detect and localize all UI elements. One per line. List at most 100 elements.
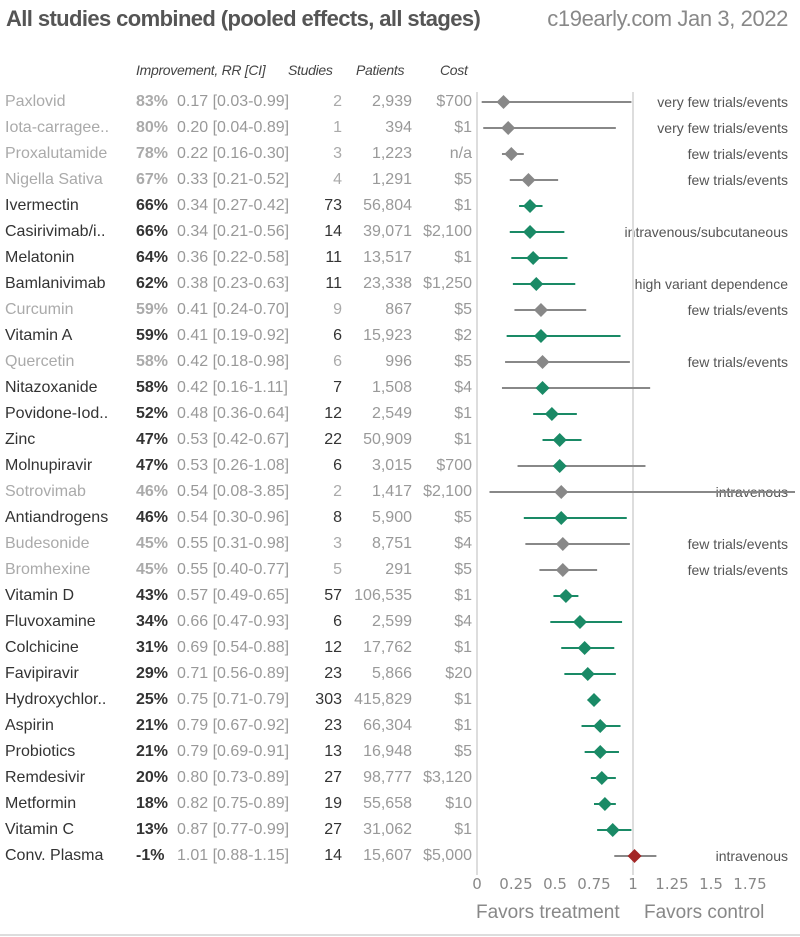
studies-count: 23 [324,665,342,682]
table-row: Vitamin D 43% 0.57 [0.49-0.65] 57 106,535 $1 [0,583,800,609]
effect-point [544,407,559,421]
cost: $1 [454,249,472,266]
row-note: very few trials/events [657,120,788,136]
effect-point [535,355,550,369]
effect-point [521,173,536,187]
cost: $20 [445,665,472,682]
treatment-name: Molnupiravir [5,457,93,474]
treatment-name: Iota-carragee.. [5,119,110,136]
effect-point [587,693,601,707]
rr-ci: 0.48 [0.36-0.64] [177,405,290,422]
improvement-pct: 83% [136,93,169,110]
row-note: few trials/events [687,354,788,370]
improvement-pct: 47% [136,431,169,448]
table-row: Povidone-Iod.. 52% 0.48 [0.36-0.64] 12 2,549… [0,401,800,427]
improvement-pct: 78% [136,145,169,162]
improvement-pct: 80% [136,119,169,136]
studies-count: 11 [325,275,342,292]
effect-point [597,797,612,811]
rr-ci: 0.42 [0.16-1.11] [177,379,288,396]
x-tick-label: 0 [472,875,482,893]
studies-count: 4 [333,171,342,188]
treatment-name: Aspirin [5,717,54,734]
cost: $5 [454,561,472,578]
treatment-name: Bromhexine [5,561,91,578]
effect-point [526,251,541,265]
improvement-pct: 67% [136,171,169,188]
patients-count: 23,338 [363,275,412,292]
chart-title: All studies combined (pooled effects, al… [6,6,481,31]
rr-ci: 0.55 [0.40-0.77] [177,561,290,578]
rr-ci: 0.54 [0.30-0.96] [177,509,290,526]
effect-point [593,719,608,733]
patients-count: 5,866 [371,665,412,682]
effect-point [504,147,519,161]
cost: $1 [454,639,472,656]
cost: $5 [454,171,472,188]
patients-count: 39,071 [363,223,412,240]
treatment-name: Conv. Plasma [5,847,104,864]
table-row: Bromhexine 45% 0.55 [0.40-0.77] 5 291 $5 few t… [0,557,800,583]
table-row: Budesonide 45% 0.55 [0.31-0.98] 3 8,751 $4 few… [0,531,800,557]
improvement-pct: 59% [136,327,169,344]
table-row: Vitamin A 59% 0.41 [0.19-0.92] 6 15,923 $2 [0,323,800,349]
effect-point [533,329,548,343]
rr-ci: 1.01 [0.88-1.15] [177,847,290,864]
studies-count: 22 [324,431,342,448]
studies-count: 23 [324,717,342,734]
improvement-pct: 62% [136,275,169,292]
treatment-name: Bamlanivimab [5,275,106,292]
cost: $4 [454,535,472,552]
treatment-name: Curcumin [5,301,74,318]
studies-count: 3 [333,535,342,552]
patients-count: 15,607 [363,847,412,864]
effect-point [523,199,538,213]
table-row: Colchicine 31% 0.69 [0.54-0.88] 12 17,762 $1 [0,635,800,661]
studies-count: 27 [324,821,342,838]
x-tick-label: 1.25 [655,875,688,893]
rr-ci: 0.69 [0.54-0.88] [177,639,290,656]
table-row: Metformin 18% 0.82 [0.75-0.89] 19 55,658 $10 [0,791,800,817]
rr-ci: 0.22 [0.16-0.30] [177,145,290,162]
treatment-name: Vitamin D [5,587,75,604]
studies-count: 73 [324,197,342,214]
row-note: very few trials/events [657,94,788,110]
studies-count: 1 [333,119,342,136]
cost: $5 [454,509,472,526]
rr-ci: 0.54 [0.08-3.85] [177,483,290,500]
x-tick-label: 0.5 [543,875,567,893]
x-tick-label: 1 [628,875,638,893]
rr-ci: 0.20 [0.04-0.89] [177,119,290,136]
cost: $5 [454,353,472,370]
table-row: Remdesivir 20% 0.80 [0.73-0.89] 27 98,777 $3,… [0,765,800,791]
cost: $1 [454,717,472,734]
row-note: intravenous/subcutaneous [624,224,788,240]
cost: $1 [454,119,472,136]
rr-ci: 0.17 [0.03-0.99] [177,93,290,110]
patients-count: 1,417 [371,483,412,500]
cost: $700 [436,457,472,474]
studies-count: 2 [333,93,342,110]
effect-point [558,589,573,603]
effect-point [496,95,511,109]
patients-count: 98,777 [363,769,412,786]
table-row: Quercetin 58% 0.42 [0.18-0.98] 6 996 $5 few tr… [0,349,800,375]
rr-ci: 0.41 [0.19-0.92] [177,327,290,344]
rr-ci: 0.38 [0.23-0.63] [177,275,290,292]
row-note: high variant dependence [634,276,788,292]
col-header-patients: Patients [356,62,405,78]
patients-count: 3,015 [371,457,412,474]
rr-ci: 0.87 [0.77-0.99] [177,821,290,838]
studies-count: 57 [324,587,342,604]
patients-count: 31,062 [363,821,412,838]
row-note: few trials/events [687,536,788,552]
rr-ci: 0.42 [0.18-0.98] [177,353,290,370]
table-row: Nigella Sativa 67% 0.33 [0.21-0.52] 4 1,291 $… [0,167,800,193]
improvement-pct: 66% [136,197,169,214]
treatment-name: Antiandrogens [5,509,109,526]
studies-count: 3 [333,145,342,162]
studies-count: 7 [333,379,342,396]
cost: $1 [454,691,472,708]
effect-point [554,485,569,499]
table-row: Paxlovid 83% 0.17 [0.03-0.99] 2 2,939 $700 ver… [0,89,800,115]
